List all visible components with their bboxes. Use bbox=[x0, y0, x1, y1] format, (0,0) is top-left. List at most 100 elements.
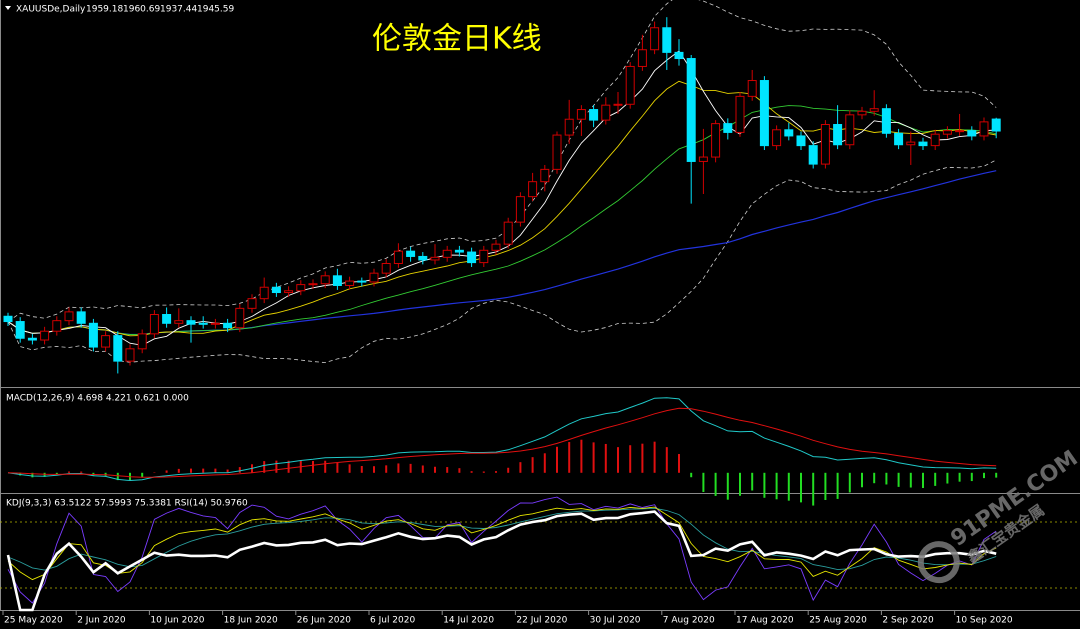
candle-layer bbox=[3, 17, 1001, 374]
candle-body bbox=[747, 80, 757, 97]
kdj-k-line bbox=[7, 506, 997, 581]
watermark-logo bbox=[917, 541, 960, 584]
candle-body bbox=[369, 272, 379, 283]
candle-body bbox=[88, 322, 98, 348]
candle-body bbox=[955, 130, 965, 133]
kdj-j-line bbox=[7, 496, 997, 604]
candle-body bbox=[174, 320, 184, 324]
x-tick-label: 22 Jul 2020 bbox=[516, 616, 567, 626]
x-tick-label: 25 May 2020 bbox=[4, 616, 63, 626]
candle-body bbox=[674, 51, 684, 60]
rsi-line bbox=[6, 510, 997, 612]
x-tick-label: 7 Aug 2020 bbox=[663, 616, 715, 626]
candle-body bbox=[723, 123, 733, 133]
candle-body bbox=[271, 286, 281, 294]
candle-body bbox=[650, 27, 660, 51]
candle-body bbox=[979, 121, 989, 137]
candle-body bbox=[430, 256, 440, 261]
candle-body bbox=[308, 283, 318, 286]
candle-body bbox=[942, 130, 952, 135]
x-tick-label: 2 Jun 2020 bbox=[77, 616, 126, 626]
x-tick-label: 14 Jul 2020 bbox=[443, 616, 494, 626]
candle-body bbox=[467, 251, 477, 264]
candle-body bbox=[772, 129, 782, 147]
candle-body bbox=[918, 141, 928, 147]
candle-body bbox=[637, 49, 647, 67]
signal-line bbox=[7, 407, 997, 478]
candle-body bbox=[564, 118, 574, 136]
candle-body bbox=[991, 118, 1001, 132]
candle-body bbox=[247, 298, 257, 309]
chart-title: 伦敦金日K线 bbox=[372, 22, 542, 57]
candle-body bbox=[40, 330, 50, 341]
candle-body bbox=[357, 280, 367, 283]
candle-body bbox=[320, 275, 330, 285]
candle-body bbox=[52, 320, 62, 332]
candle-body bbox=[259, 286, 269, 300]
candle-body bbox=[601, 104, 611, 121]
candle-body bbox=[296, 284, 306, 292]
candle-body bbox=[27, 337, 37, 341]
candle-body bbox=[515, 196, 525, 223]
candle-body bbox=[15, 321, 25, 339]
candle-body bbox=[491, 243, 501, 251]
candle-body bbox=[162, 314, 172, 324]
bollinger-upper bbox=[7, 0, 997, 322]
menu-arrow bbox=[5, 6, 11, 10]
candle-body bbox=[894, 132, 904, 146]
candle-body bbox=[418, 255, 428, 261]
candle-body bbox=[101, 335, 111, 348]
candle-body bbox=[845, 114, 855, 146]
x-tick-label: 25 Aug 2020 bbox=[809, 616, 867, 626]
candle-body bbox=[967, 130, 977, 137]
candle-body bbox=[711, 123, 721, 158]
candle-body bbox=[284, 290, 294, 294]
candle-body bbox=[930, 133, 940, 147]
candle-body bbox=[857, 110, 867, 116]
candle-body bbox=[479, 249, 489, 264]
candle-body bbox=[454, 249, 464, 253]
candle-body bbox=[759, 80, 769, 147]
candle-body bbox=[210, 322, 220, 325]
x-tick-label: 17 Aug 2020 bbox=[736, 616, 794, 626]
x-tick-label: 10 Jun 2020 bbox=[150, 616, 204, 626]
candle-body bbox=[406, 250, 416, 257]
candle-body bbox=[576, 109, 586, 120]
candle-body bbox=[869, 108, 879, 112]
candle-body bbox=[833, 124, 843, 146]
candle-body bbox=[735, 95, 745, 133]
candle-body bbox=[76, 311, 86, 324]
candle-body bbox=[589, 109, 599, 121]
candle-body bbox=[137, 333, 147, 350]
candle-body bbox=[64, 311, 74, 322]
candle-body bbox=[149, 314, 159, 335]
low-price: 1937.44 bbox=[160, 5, 197, 15]
candle-body bbox=[442, 249, 452, 258]
x-tick-label: 6 Jul 2020 bbox=[370, 616, 415, 626]
candle-body bbox=[3, 315, 13, 323]
candle-body bbox=[698, 156, 708, 162]
candle-body bbox=[808, 145, 818, 165]
indicator-layer bbox=[0, 0, 1080, 612]
candle-body bbox=[662, 27, 672, 53]
x-tick-label: 10 Sep 2020 bbox=[956, 616, 1013, 626]
high-price: 1960.69 bbox=[123, 5, 160, 15]
kdj-label: KDJ(9,3,3) 63.5122 57.5993 75.3381 RSI(1… bbox=[6, 499, 248, 509]
candle-body bbox=[345, 280, 355, 286]
candle-body bbox=[381, 262, 391, 274]
candle-body bbox=[186, 320, 196, 325]
candle-body bbox=[796, 135, 806, 147]
candle-body bbox=[223, 322, 233, 329]
macd-label: MACD(12,26,9) 4.698 4.221 0.621 0.000 bbox=[6, 394, 189, 404]
pane-borders bbox=[0, 0, 1080, 611]
candle-body bbox=[235, 307, 245, 329]
candle-body bbox=[625, 65, 635, 105]
candle-body bbox=[503, 221, 513, 245]
candle-body bbox=[613, 103, 623, 106]
open-price: 1959.18 bbox=[86, 5, 123, 15]
candle-body bbox=[552, 134, 562, 170]
x-tick-label: 2 Sep 2020 bbox=[882, 616, 934, 626]
candle-body bbox=[784, 129, 794, 137]
